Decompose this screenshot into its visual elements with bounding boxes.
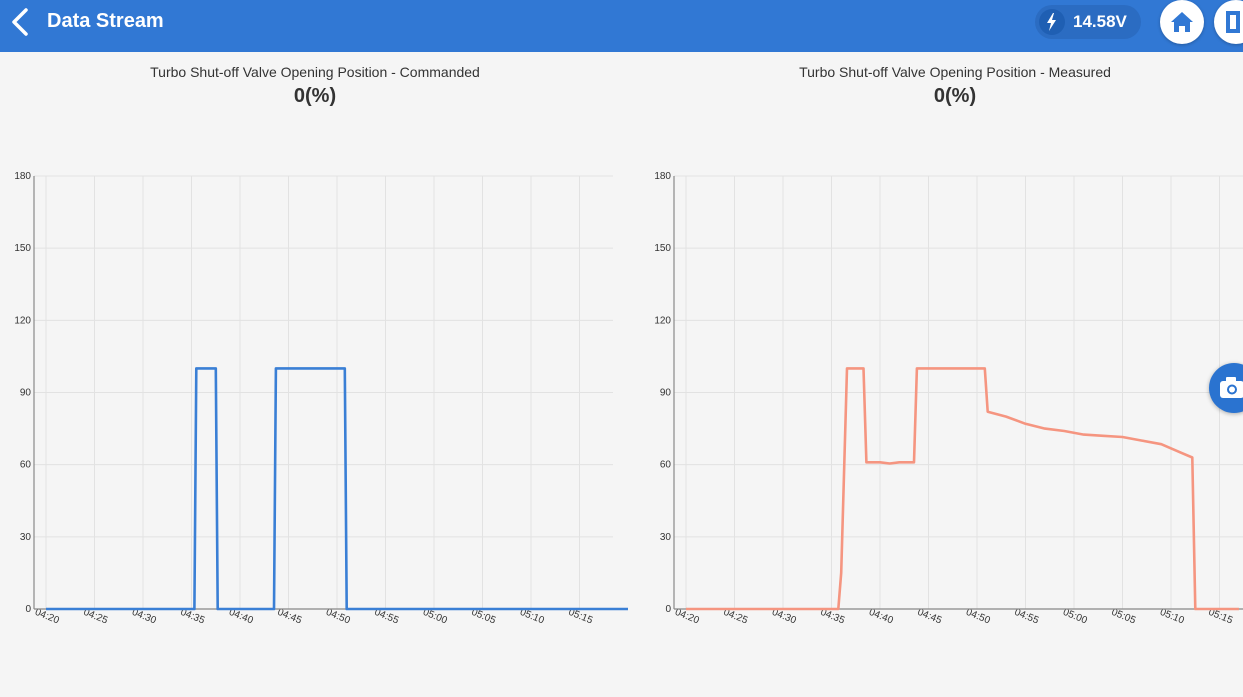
x-tick-label: 04:55 (1013, 607, 1041, 627)
chevron-left-icon (12, 8, 28, 36)
chart-panel-measured: Turbo Shut-off Valve Opening Position - … (640, 52, 1243, 652)
y-tick-label: 60 (20, 460, 32, 471)
series-line (46, 367, 628, 611)
lightning-bolt-icon (1039, 9, 1065, 35)
y-tick-label: 180 (654, 171, 671, 182)
panel-title: Turbo Shut-off Valve Opening Position - … (150, 64, 480, 80)
voltage-value: 14.58V (1073, 12, 1127, 31)
camera-icon (1220, 377, 1243, 398)
series-line (686, 367, 1239, 611)
panel-value: 0(%) (293, 85, 337, 107)
x-tick-label: 04:50 (964, 607, 992, 627)
top-bar: Data Stream 14.58V (0, 0, 1243, 52)
y-tick-label: 30 (20, 532, 32, 543)
y-tick-label: 150 (14, 243, 31, 254)
exit-door-icon (1226, 11, 1240, 33)
home-button[interactable] (1160, 0, 1204, 44)
y-tick-label: 60 (660, 460, 672, 471)
x-tick-label: 04:40 (867, 607, 895, 627)
chart-panel-commanded: Turbo Shut-off Valve Opening Position - … (0, 52, 640, 652)
y-tick-label: 0 (25, 604, 31, 615)
panel-title: Turbo Shut-off Valve Opening Position - … (799, 64, 1111, 80)
home-icon (1171, 12, 1193, 32)
y-tick-label: 150 (654, 243, 671, 254)
y-tick-label: 30 (660, 532, 672, 543)
voltage-indicator: 14.58V (1035, 5, 1141, 39)
page-title: Data Stream (47, 10, 164, 32)
panel-value: 0(%) (933, 85, 977, 107)
exit-button[interactable] (1214, 0, 1243, 44)
y-tick-label: 180 (14, 171, 31, 182)
x-tick-label: 05:00 (1061, 607, 1089, 627)
x-tick-label: 04:45 (276, 607, 304, 627)
y-tick-label: 120 (654, 315, 671, 326)
y-tick-label: 90 (20, 388, 32, 399)
y-tick-label: 90 (660, 388, 672, 399)
x-tick-label: 05:10 (1158, 607, 1186, 627)
x-tick-label: 05:05 (1110, 607, 1138, 627)
y-tick-label: 0 (665, 604, 671, 615)
screenshot-button[interactable] (1209, 363, 1243, 413)
y-tick-label: 120 (14, 315, 31, 326)
back-button[interactable] (6, 6, 36, 40)
x-tick-label: 04:45 (916, 607, 944, 627)
